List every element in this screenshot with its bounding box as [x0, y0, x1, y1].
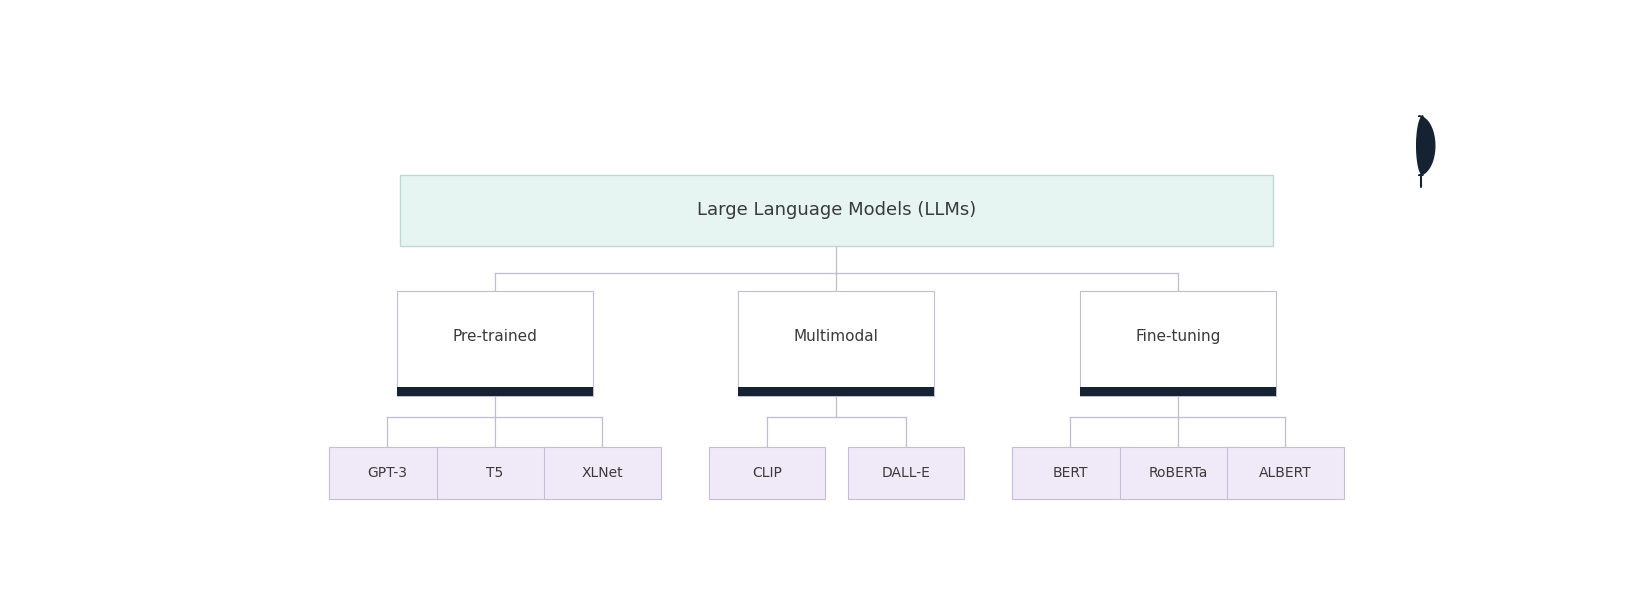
FancyBboxPatch shape [738, 388, 935, 396]
FancyBboxPatch shape [1227, 447, 1343, 499]
Text: Fine-tuning: Fine-tuning [1136, 329, 1221, 344]
FancyBboxPatch shape [397, 388, 592, 396]
Text: BERT: BERT [1053, 466, 1089, 480]
Text: ALBERT: ALBERT [1258, 466, 1312, 480]
FancyBboxPatch shape [437, 447, 553, 499]
Text: CLIP: CLIP [752, 466, 782, 480]
FancyBboxPatch shape [330, 447, 446, 499]
FancyBboxPatch shape [1080, 388, 1276, 396]
FancyBboxPatch shape [738, 291, 935, 396]
Text: T5: T5 [486, 466, 504, 480]
Polygon shape [1417, 116, 1435, 175]
FancyBboxPatch shape [543, 447, 661, 499]
Text: Pre-trained: Pre-trained [452, 329, 537, 344]
Text: RoBERTa: RoBERTa [1149, 466, 1208, 480]
Text: GPT-3: GPT-3 [367, 466, 408, 480]
FancyBboxPatch shape [847, 447, 965, 499]
Text: Multimodal: Multimodal [793, 329, 880, 344]
Text: Large Language Models (LLMs): Large Language Models (LLMs) [697, 202, 976, 219]
FancyBboxPatch shape [1120, 447, 1235, 499]
FancyBboxPatch shape [400, 175, 1273, 245]
FancyBboxPatch shape [1080, 291, 1276, 396]
FancyBboxPatch shape [397, 291, 592, 396]
FancyBboxPatch shape [1012, 447, 1129, 499]
Text: DALL-E: DALL-E [881, 466, 930, 480]
Text: XLNet: XLNet [581, 466, 623, 480]
FancyBboxPatch shape [708, 447, 826, 499]
